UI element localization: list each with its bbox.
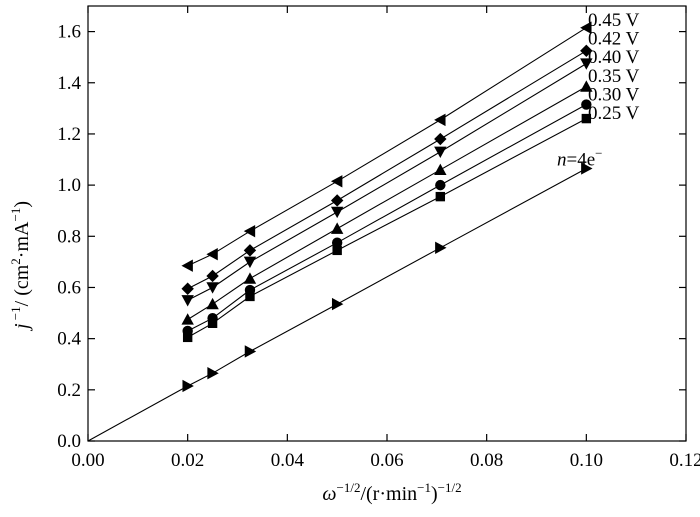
series-label: 0.42 V <box>588 29 640 50</box>
series-label-n: n=4e− <box>557 145 603 170</box>
marker-square <box>581 113 592 124</box>
marker-triangle-up <box>580 80 593 92</box>
marker-square <box>332 245 342 256</box>
marker-triangle-down <box>580 58 593 70</box>
marker-triangle-left <box>206 248 218 261</box>
x-tick-label: 0.10 <box>570 450 603 471</box>
marker-triangle-up <box>206 297 219 310</box>
marker-triangle-right <box>331 297 344 311</box>
y-tick-label: 1.4 <box>57 73 81 94</box>
marker-triangle-up <box>181 313 194 325</box>
marker-triangle-right <box>581 162 593 175</box>
marker-diamond <box>243 244 257 257</box>
series-line <box>187 63 587 301</box>
x-tick-label: 0.02 <box>171 450 204 471</box>
y-tick-label: 0.8 <box>57 226 81 247</box>
y-tick-label: 1.2 <box>57 124 81 145</box>
marker-triangle-down <box>181 295 194 307</box>
series-lines <box>87 27 587 442</box>
series-label: 0.35 V <box>588 66 640 87</box>
marker-circle <box>581 99 592 110</box>
marker-triangle-right <box>244 345 257 358</box>
marker-triangle-down <box>206 282 219 294</box>
marker-triangle-up <box>434 163 447 175</box>
series-line <box>187 86 587 320</box>
series-label: 0.45 V <box>588 10 640 31</box>
marker-triangle-left <box>580 21 592 34</box>
marker-square <box>245 291 255 302</box>
marker-triangle-left <box>330 175 343 188</box>
series-line <box>187 50 587 290</box>
marker-triangle-down <box>330 206 344 219</box>
marker-triangle-right <box>207 366 219 380</box>
marker-triangle-right <box>435 241 447 255</box>
x-tick-label: 0.08 <box>470 450 503 471</box>
y-axis-title: j −1/ (cm2·mA−1) <box>8 201 33 332</box>
series-labels: 0.45 V0.42 V0.40 V0.35 V0.30 V0.25 V n=4e… <box>557 10 640 170</box>
y-tick-label: 1.6 <box>57 22 81 43</box>
marker-triangle-left <box>243 224 256 238</box>
x-tick-label: 0.04 <box>271 450 305 471</box>
series-label: 0.40 V <box>588 47 640 68</box>
series-line <box>187 27 587 267</box>
marker-square <box>182 332 193 343</box>
marker-diamond <box>434 132 447 146</box>
y-tick-label: 0.0 <box>57 431 81 452</box>
marker-triangle-down <box>434 146 447 159</box>
marker-triangle-right <box>182 379 194 393</box>
marker-triangle-down <box>243 256 257 269</box>
y-tick-label: 0.4 <box>57 329 81 350</box>
x-tick-label: 0.12 <box>669 450 700 471</box>
axes: 0.00 0.02 0.04 0.06 0.08 0.10 0.12 0.0 0.2 0.4 0.6… <box>57 5 700 471</box>
series-label: 0.25 V <box>588 103 640 124</box>
y-tick-label: 1.0 <box>57 175 81 196</box>
marker-diamond <box>181 282 194 295</box>
marker-circle <box>435 179 446 191</box>
marker-diamond <box>330 194 344 207</box>
marker-square <box>207 318 218 328</box>
marker-diamond <box>206 269 219 283</box>
series-markers <box>181 21 593 393</box>
marker-triangle-up <box>243 272 257 284</box>
marker-circle <box>331 237 343 248</box>
marker-triangle-left <box>434 113 446 127</box>
x-tick-label: 0.00 <box>71 450 104 471</box>
marker-square <box>435 191 446 202</box>
marker-triangle-up <box>330 222 344 234</box>
series-label: 0.30 V <box>588 84 640 105</box>
x-tick-label: 0.06 <box>370 450 403 471</box>
marker-triangle-left <box>181 259 193 272</box>
y-tick-label: 0.2 <box>57 380 81 401</box>
y-tick-label: 0.6 <box>57 277 81 298</box>
marker-diamond <box>580 44 593 57</box>
x-axis-title: ω−1/2/(r·min−1)−1/2 <box>322 480 461 505</box>
